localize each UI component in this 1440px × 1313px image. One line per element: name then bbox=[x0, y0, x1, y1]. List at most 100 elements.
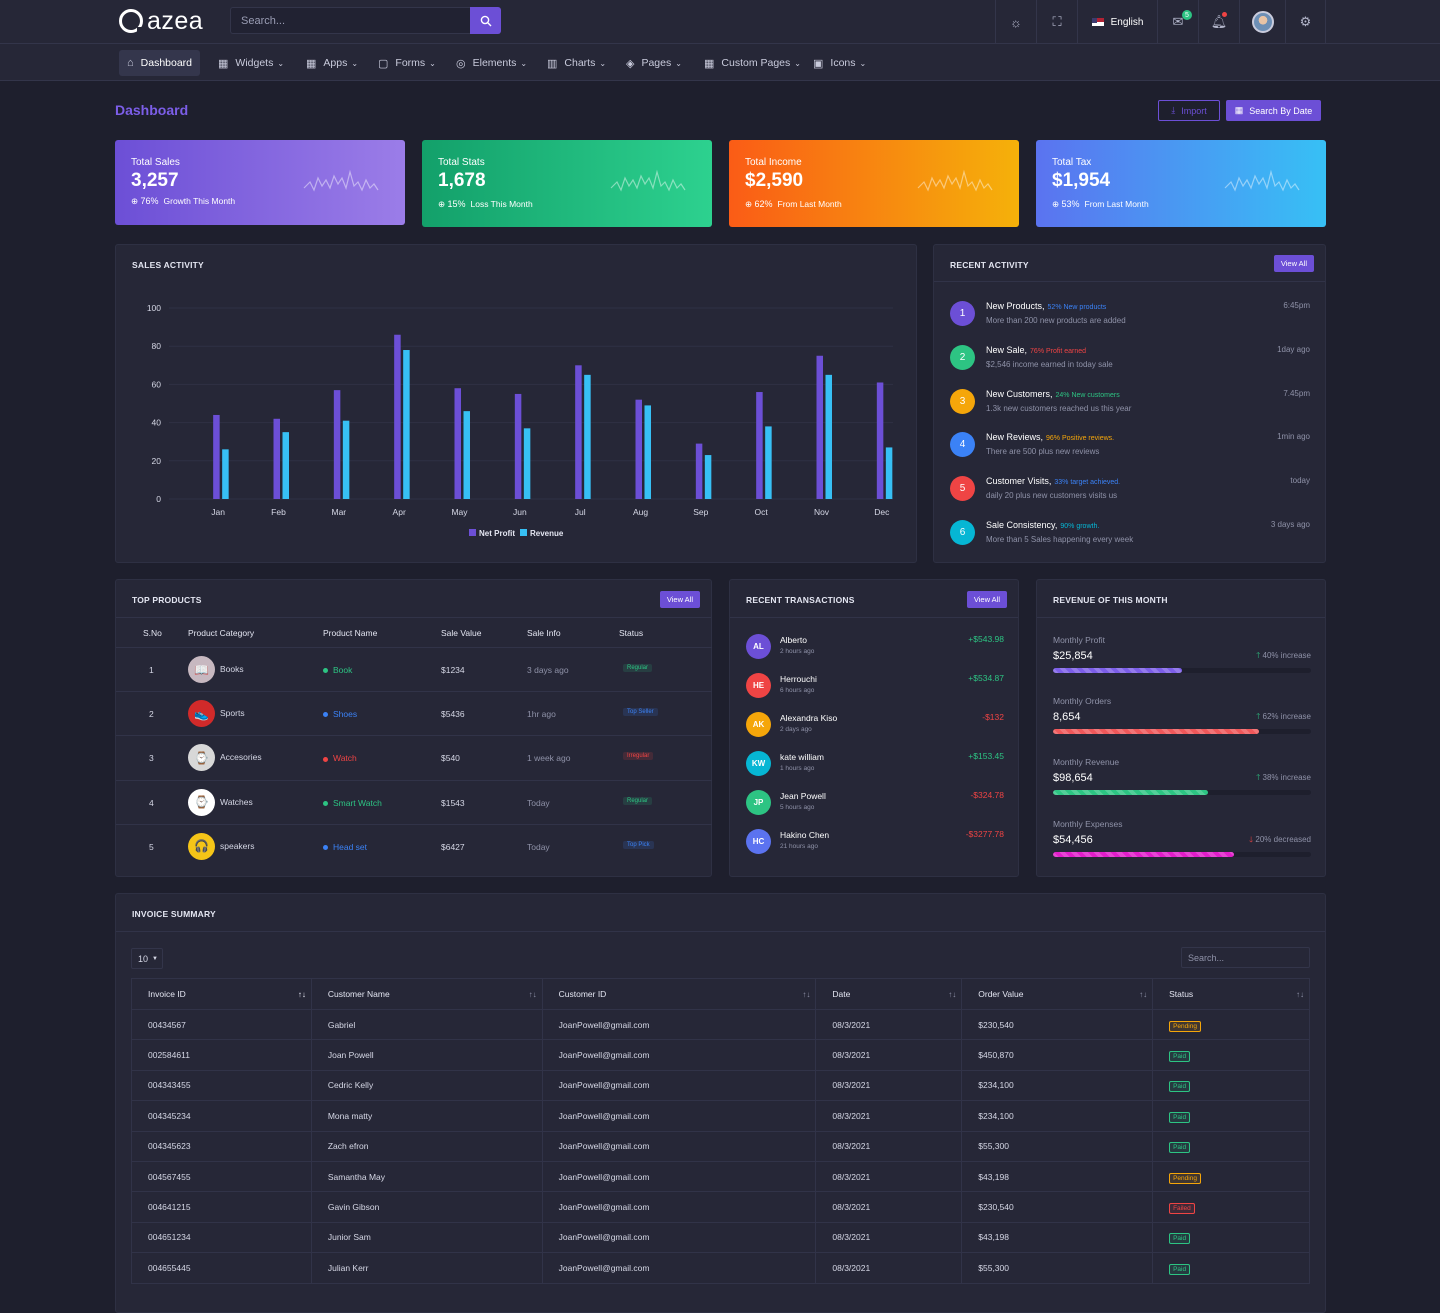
top-header: azea Search... ☼ ⛶ English ✉ 5 🔔︎ ⚙ bbox=[0, 0, 1440, 44]
stat-percent: 15% bbox=[447, 199, 466, 209]
revenue-item: Monthly Revenue $98,654 🡑 38% increase bbox=[1053, 757, 1311, 812]
nav-item-charts[interactable]: ▥ Charts ⌄ bbox=[539, 50, 614, 76]
invoice-summary-title: INVOICE SUMMARY bbox=[132, 909, 216, 919]
bar-revenue bbox=[704, 455, 712, 499]
nav-item-dashboard[interactable]: ⌂ Dashboard bbox=[119, 50, 201, 76]
sale-info: 3 days ago bbox=[527, 665, 569, 675]
bar-net-profit bbox=[273, 418, 280, 499]
status-badge: Top Pick bbox=[623, 840, 654, 849]
mail-icon: ✉ bbox=[1172, 14, 1184, 29]
table-cell: Joan Powell bbox=[310, 1039, 543, 1071]
table-header-customer-name[interactable]: Customer Name ↑↓ bbox=[310, 978, 543, 1010]
page-length-select[interactable]: 10 ▼ bbox=[131, 948, 163, 969]
nav-item-forms[interactable]: ▢ Forms ⌄ bbox=[370, 50, 444, 76]
x-tick-label: Jun bbox=[513, 507, 527, 517]
activity-tag: 52% New products bbox=[1047, 304, 1107, 311]
table-header-status[interactable]: Status ↑↓ bbox=[1152, 978, 1310, 1010]
y-tick-label: 100 bbox=[147, 303, 161, 313]
search-button[interactable] bbox=[470, 7, 501, 34]
logo[interactable]: azea bbox=[119, 6, 203, 36]
avatar: AK bbox=[746, 711, 771, 737]
nav-item-icons[interactable]: ▣ Icons ⌄ bbox=[805, 50, 874, 76]
status-badge: Paid bbox=[1169, 1233, 1191, 1245]
table-cell: 004567455 bbox=[131, 1160, 312, 1193]
revenue-label: Monthly Profit bbox=[1053, 635, 1105, 645]
nav-item-label: Dashboard bbox=[140, 57, 193, 69]
settings-button[interactable]: ⚙ bbox=[1285, 0, 1326, 44]
nav-item-widgets[interactable]: ▦ Widgets ⌄ bbox=[210, 50, 292, 76]
sale-value: $6427 bbox=[441, 841, 465, 852]
y-tick-label: 40 bbox=[152, 418, 162, 428]
product-category: Sports bbox=[220, 708, 245, 719]
arrow-circle-icon: ⊕ bbox=[1052, 199, 1062, 209]
dashboard-icon: ⌂ bbox=[127, 57, 134, 69]
chevron-down-icon: ⌄ bbox=[599, 58, 607, 68]
search-input[interactable]: Search... bbox=[230, 7, 470, 34]
stat-percent: 53% bbox=[1061, 199, 1080, 209]
activity-number: 6 bbox=[950, 520, 975, 545]
nav-item-elements[interactable]: ◎ Elements ⌄ bbox=[448, 50, 535, 76]
nav-item-label: Icons bbox=[830, 57, 856, 69]
icons-icon: ▣ bbox=[813, 57, 824, 70]
bar-net-profit bbox=[454, 388, 461, 499]
transaction-item: AL Alberto 2 hours ago +$543.98 bbox=[746, 634, 1004, 673]
nav-item-label: Apps bbox=[323, 57, 348, 69]
profile-button[interactable] bbox=[1239, 0, 1285, 44]
y-tick-label: 0 bbox=[156, 494, 161, 504]
import-button[interactable]: ⤓ Import bbox=[1158, 100, 1220, 121]
transaction-item: JP Jean Powell 5 hours ago -$324.78 bbox=[746, 789, 1004, 829]
notification-button[interactable]: 🔔︎ bbox=[1198, 0, 1239, 44]
sparkline bbox=[610, 169, 686, 192]
import-label: Import bbox=[1181, 105, 1207, 116]
mail-button[interactable]: ✉ 5 bbox=[1157, 0, 1198, 44]
stat-percent: 76% bbox=[140, 196, 159, 206]
table-cell: 004343455 bbox=[131, 1069, 312, 1102]
sale-value: $1234 bbox=[441, 665, 465, 675]
nav-item-pages[interactable]: ◈ Pages ⌄ bbox=[618, 50, 690, 76]
stat-value: $2,590 bbox=[745, 170, 804, 191]
invoice-search-input[interactable]: Search... bbox=[1181, 947, 1310, 968]
stat-value: 1,678 bbox=[438, 170, 486, 191]
table-header: Sale Value bbox=[441, 628, 482, 638]
bar-net-profit bbox=[575, 365, 582, 499]
activity-title-text: New Customers, bbox=[986, 388, 1053, 399]
language-selector[interactable]: English bbox=[1077, 0, 1157, 44]
fullscreen-button[interactable]: ⛶ bbox=[1036, 0, 1077, 44]
top-products-view-all-button[interactable]: View All bbox=[659, 591, 700, 608]
theme-toggle-button[interactable]: ☼ bbox=[995, 0, 1036, 44]
bar-revenue bbox=[765, 426, 772, 499]
status-badge: Regular bbox=[623, 664, 653, 672]
nav-item-apps[interactable]: ▦ Apps ⌄ bbox=[298, 50, 366, 76]
table-header-invoice-id[interactable]: Invoice ID ↑↓ bbox=[131, 978, 312, 1010]
progress-fill bbox=[1053, 790, 1208, 796]
transaction-time: 1 hours ago bbox=[780, 764, 815, 772]
header-label: Date bbox=[832, 989, 851, 999]
status-badge: Paid bbox=[1169, 1051, 1191, 1063]
divider bbox=[730, 617, 1018, 618]
table-header-order-value[interactable]: Order Value ↑↓ bbox=[961, 978, 1154, 1010]
bar-revenue bbox=[222, 449, 229, 499]
activity-description: 1.3k new customers reached us this year bbox=[986, 403, 1132, 413]
recent-transactions-title: RECENT TRANSACTIONS bbox=[746, 595, 855, 605]
notification-dot bbox=[1222, 12, 1227, 17]
table-header-customer-id[interactable]: Customer ID ↑↓ bbox=[541, 978, 817, 1010]
table-header-date[interactable]: Date ↑↓ bbox=[815, 978, 963, 1010]
widgets-icon: ▦ bbox=[218, 57, 229, 70]
transactions-view-all-button[interactable]: View All bbox=[966, 591, 1007, 608]
revenue-change: 🡑 40% increase bbox=[1256, 650, 1311, 664]
progress-bar bbox=[1053, 729, 1311, 735]
nav-item-custom-pages[interactable]: ▦ Custom Pages ⌄ bbox=[696, 50, 809, 76]
recent-activity-view-all-button[interactable]: View All bbox=[1273, 255, 1314, 272]
x-tick-label: Mar bbox=[332, 507, 347, 517]
transaction-name: Jean Powell bbox=[780, 790, 826, 801]
recent-transactions-card: RECENT TRANSACTIONS View All AL Alberto 2 … bbox=[729, 579, 1019, 877]
sale-value: $540 bbox=[441, 753, 460, 764]
table-cell: 004345234 bbox=[131, 1100, 312, 1132]
product-name-text: Book bbox=[333, 665, 353, 675]
stat-label: Total Sales bbox=[131, 157, 180, 168]
chevron-down-icon: ▼ bbox=[152, 955, 158, 962]
avatar bbox=[1251, 11, 1274, 33]
product-sno: 2 bbox=[149, 709, 154, 720]
table-header: Sale Info bbox=[527, 628, 561, 638]
search-by-date-button[interactable]: ▦ Search By Date bbox=[1226, 100, 1321, 121]
